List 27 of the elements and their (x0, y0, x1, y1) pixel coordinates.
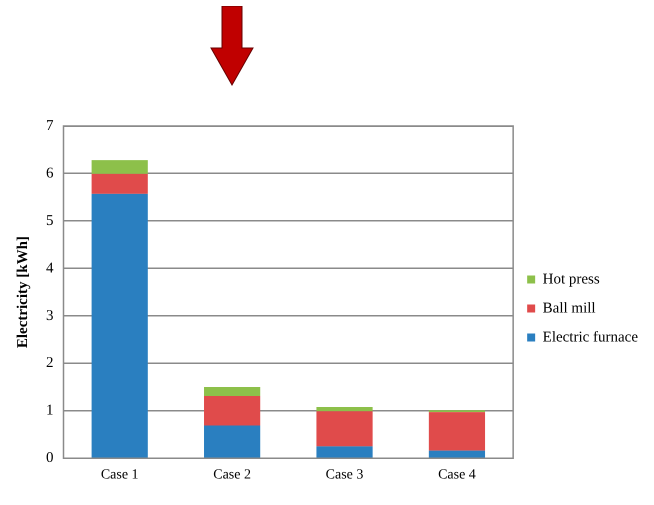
legend-label: Ball mill (542, 300, 596, 316)
bar (316, 446, 373, 458)
bar (92, 194, 148, 458)
bar (428, 412, 486, 451)
y-tick-label: 5 (46, 212, 54, 229)
y-tick-label: 4 (46, 260, 54, 276)
y-tick-label: 0 (46, 450, 54, 466)
y-tick-label: 1 (46, 402, 54, 419)
y-tick-label: 3 (46, 308, 54, 324)
bar (92, 160, 148, 174)
y-tick-label: 2 (46, 355, 54, 372)
bar (204, 396, 260, 426)
bar (92, 174, 148, 194)
x-tick-label: Case 1 (100, 467, 139, 482)
x-tick-label: Case 4 (438, 467, 476, 482)
y-axis-title: Electricity [kWh] (14, 236, 31, 348)
legend-label: Hot press (542, 271, 600, 288)
bar (204, 387, 260, 396)
x-tick-label: Case 3 (326, 467, 364, 482)
y-tick-label: 7 (46, 118, 54, 134)
x-tick-label: Case 2 (213, 467, 251, 482)
y-tick-label: 6 (46, 165, 54, 182)
bar (204, 425, 260, 458)
bar (428, 450, 486, 458)
legend-label: Electric furnace (542, 329, 638, 346)
bar (316, 411, 373, 446)
bar (316, 406, 373, 412)
